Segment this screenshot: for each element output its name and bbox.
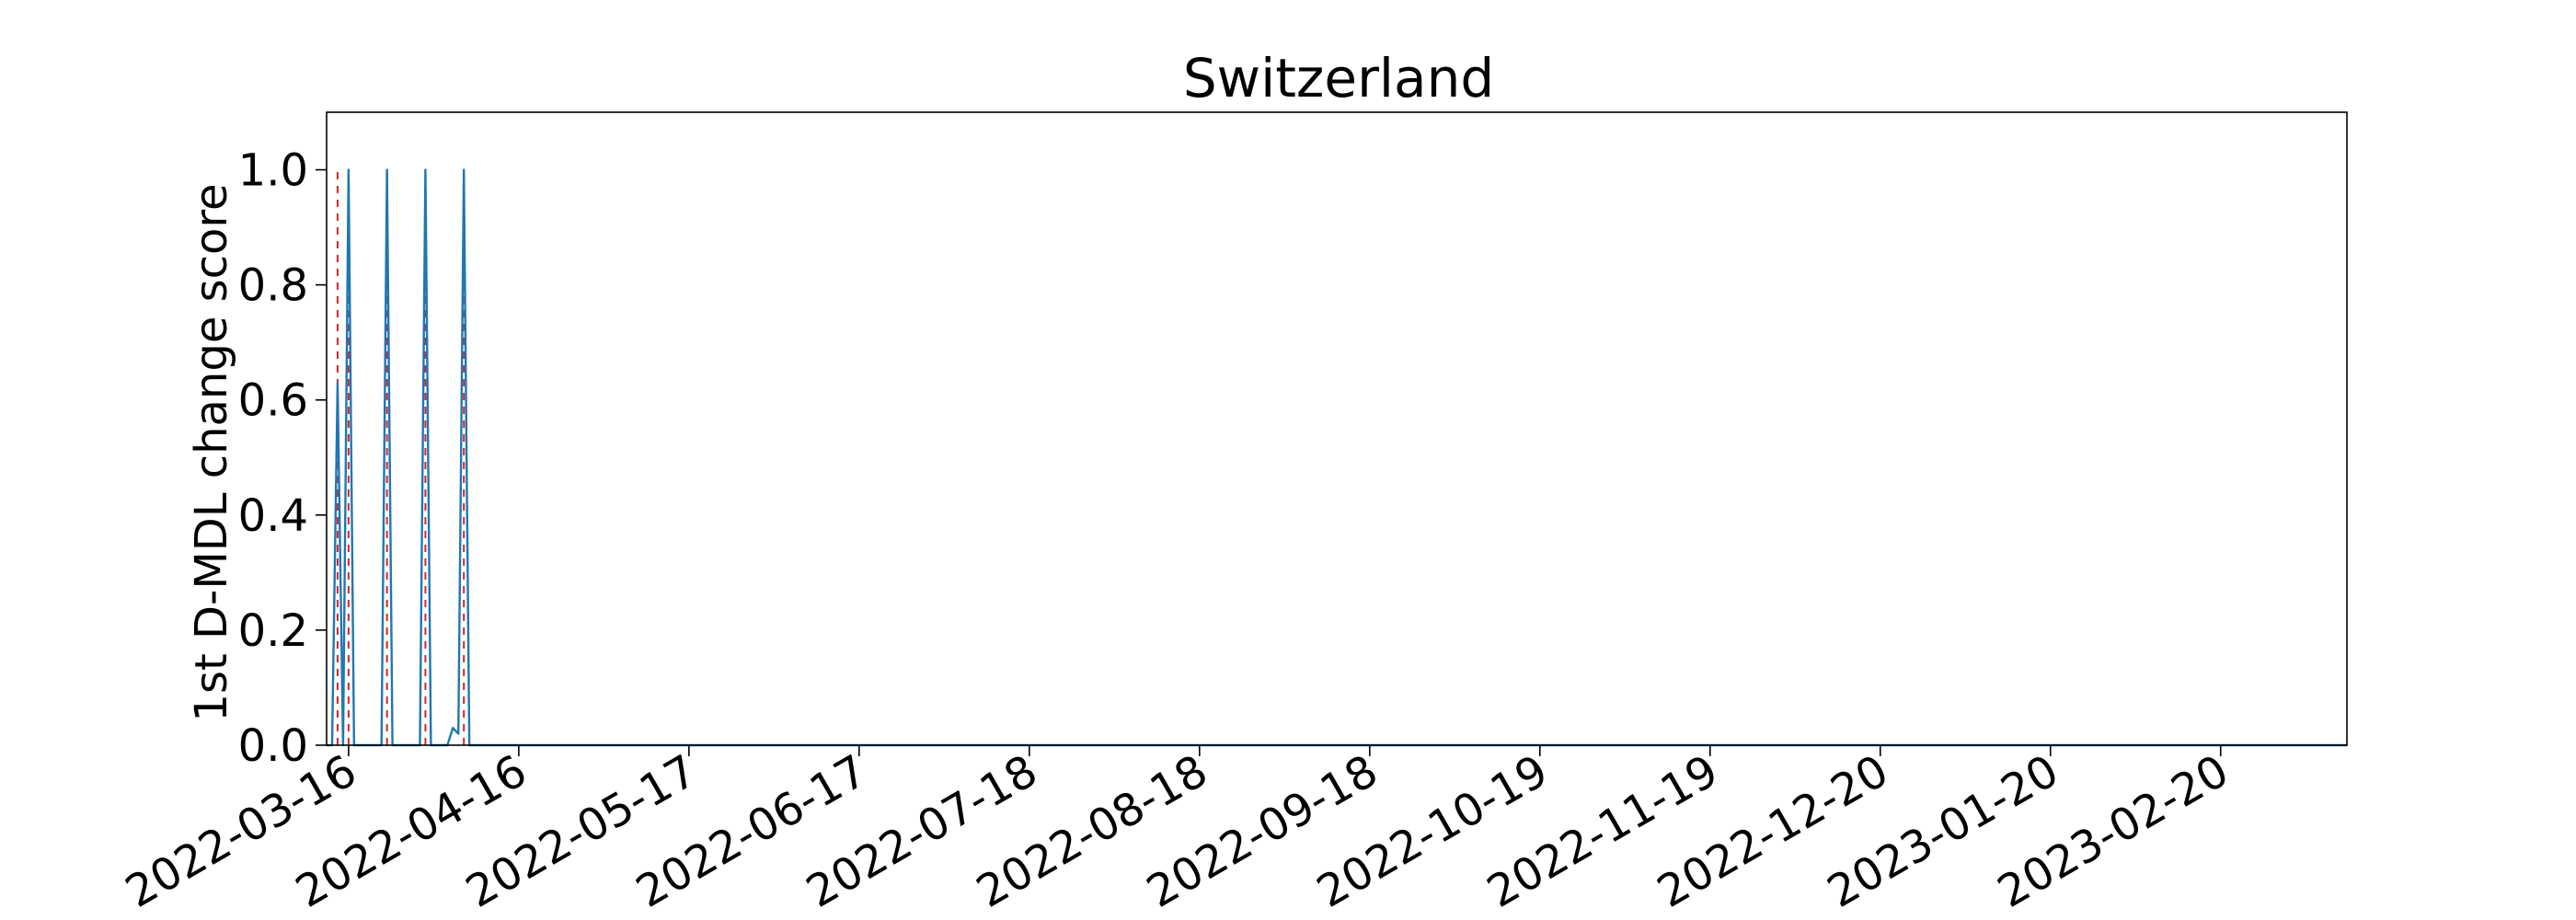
plot-frame (326, 111, 2348, 746)
y-axis-ticks: 0.0 0.2 0.4 0.6 0.8 1.0 (238, 145, 327, 772)
y-tick-label-3: 0.6 (238, 375, 308, 427)
y-tick-label-4: 0.8 (238, 260, 308, 312)
series-line-1 (327, 168, 2347, 747)
x-axis-ticks: 2022-03-162022-04-162022-05-172022-06-17… (117, 745, 2237, 918)
plot-area (327, 168, 2347, 747)
y-tick-label-5: 1.0 (238, 145, 308, 197)
y-tick-label-2: 0.4 (238, 490, 308, 542)
chart-title: Switzerland (1183, 47, 1494, 109)
y-axis-label: 1st D-MDL change score (186, 183, 237, 721)
y-tick-label-0: 0.0 (238, 720, 308, 772)
y-tick-label-1: 0.2 (238, 605, 308, 657)
